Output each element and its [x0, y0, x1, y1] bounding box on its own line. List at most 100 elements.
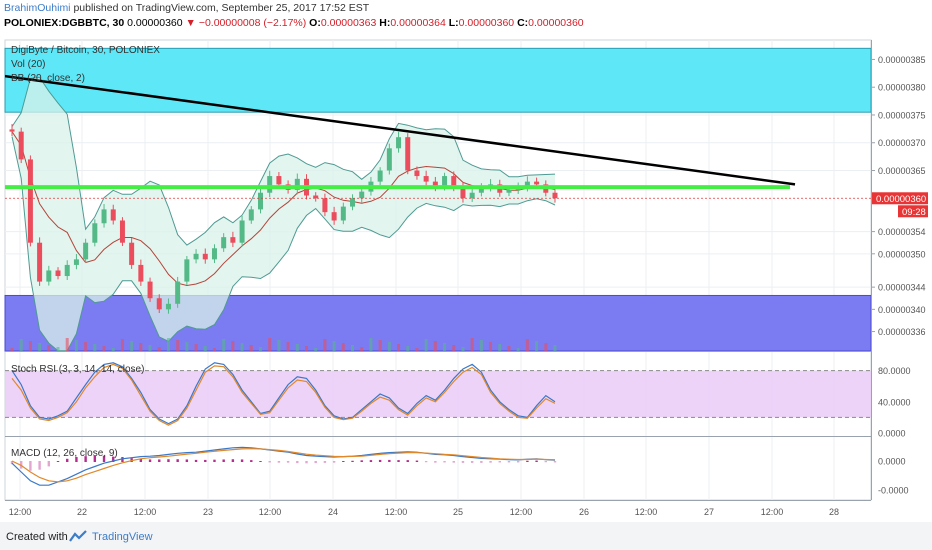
- macd-tick-label: 0.0000: [878, 457, 906, 467]
- candle-body: [239, 220, 245, 243]
- macd-histogram-bar: [139, 458, 143, 462]
- volume-bar: [65, 338, 69, 351]
- price-axis[interactable]: 0.00000385 0.00000380 0.00000375 0.00000370…: [871, 40, 926, 500]
- price-tick-label: 0.00000370: [878, 138, 926, 148]
- candle-body: [202, 253, 208, 260]
- volume-bar: [489, 342, 493, 351]
- volume-bar: [120, 339, 124, 351]
- volume-bar: [461, 347, 465, 351]
- macd-histogram-bar: [323, 461, 327, 463]
- volume-bar: [516, 348, 520, 351]
- volume-bar: [74, 340, 78, 351]
- stoch-rsi-legend[interactable]: Stoch RSI (3, 3, 14, 14, close): [11, 364, 144, 375]
- volume-bar: [535, 341, 539, 351]
- candle-body: [506, 189, 512, 193]
- time-tick-label: 12:00: [635, 507, 658, 517]
- candle-body: [165, 303, 171, 310]
- volume-bar: [397, 344, 401, 351]
- macd-histogram-bar: [470, 461, 474, 463]
- time-tick-label: 24: [328, 507, 338, 517]
- candle-body: [432, 181, 438, 188]
- time-tick-label: 12:00: [761, 507, 784, 517]
- candle-body: [460, 187, 466, 199]
- candle-body: [156, 298, 162, 310]
- macd-histogram-bar: [443, 461, 446, 463]
- macd-histogram-bar: [305, 461, 308, 464]
- time-tick-label: 12:00: [385, 507, 408, 517]
- time-tick-label: 26: [579, 507, 589, 517]
- candle-body: [377, 170, 383, 182]
- last-price: 0.00000360: [127, 17, 183, 29]
- chart-legend-title[interactable]: DigiByte / Bitcoin, 30, POLONIEX: [11, 45, 160, 56]
- macd-histogram-bar: [360, 460, 363, 462]
- macd-histogram-bar: [84, 456, 87, 462]
- stoch-rsi-d-line: [11, 363, 556, 426]
- stoch-rsi-k-line: [11, 362, 556, 425]
- stoch-rsi-axis[interactable]: 80.0000 40.0000 0.0000: [878, 366, 911, 438]
- bollinger-basis: [11, 131, 556, 287]
- candle-body: [147, 281, 153, 299]
- volume-legend[interactable]: Vol (20): [11, 59, 45, 70]
- macd-histogram-bar: [148, 459, 152, 462]
- time-tick-label: 28: [829, 507, 839, 517]
- candle-body: [18, 131, 24, 160]
- candle-body: [340, 206, 346, 221]
- candle-body: [211, 248, 217, 260]
- candle-body: [230, 237, 236, 243]
- macd-histogram-bar: [369, 460, 373, 462]
- macd-tick-label: -0.0000: [878, 486, 909, 496]
- macd-histogram-bar: [544, 461, 547, 463]
- bollinger-legend[interactable]: BB (20, close, 2): [11, 73, 85, 84]
- volume-bar: [443, 343, 447, 351]
- volume-bar: [130, 341, 134, 351]
- candle-body: [175, 281, 181, 304]
- macd-axis[interactable]: 0.0000 -0.0000: [878, 457, 909, 496]
- chart-canvas[interactable]: 0.00000385 0.00000380 0.00000375 0.00000370…: [0, 0, 932, 522]
- volume-bar: [406, 346, 410, 351]
- volume-bar: [38, 343, 42, 351]
- time-axis[interactable]: 12:00 22 12:00 23 12:00 24 12:00 25 12:00 26 12:00…: [5, 500, 871, 518]
- volume-bar: [240, 343, 244, 351]
- trend-line[interactable]: [5, 74, 796, 186]
- volume-bar: [323, 339, 327, 351]
- volume-bar: [470, 338, 474, 351]
- low-label: L:: [448, 17, 459, 29]
- time-tick-label: 12:00: [259, 507, 282, 517]
- tradingview-logo-icon: [69, 530, 87, 542]
- macd-histogram-bar: [507, 461, 511, 463]
- candle-body: [331, 212, 337, 221]
- macd-histogram-bar: [47, 461, 51, 467]
- publish-info: published on TradingView.com, September …: [73, 2, 370, 14]
- macd-histogram-bar: [424, 461, 428, 463]
- macd-histogram-bar: [332, 461, 336, 463]
- macd-histogram-bar: [461, 461, 465, 463]
- volume-bar: [369, 338, 373, 351]
- footer: Created with TradingView: [0, 522, 932, 550]
- candle-body: [276, 176, 282, 185]
- macd-histogram-bar: [268, 461, 271, 463]
- candle-body: [64, 264, 70, 277]
- volume-bar: [314, 348, 318, 351]
- candle-body: [138, 264, 144, 282]
- candles: [9, 124, 558, 314]
- macd-histogram-bar: [286, 461, 290, 463]
- volume-bar: [84, 342, 88, 351]
- macd-histogram-bar: [167, 459, 170, 462]
- macd-histogram-bar: [296, 461, 299, 464]
- last-price-badge-value: 0.00000360: [876, 194, 926, 205]
- volume-bar: [249, 345, 253, 351]
- volume-bar: [212, 348, 216, 351]
- macd-histogram-bar: [158, 459, 161, 462]
- candle-body: [119, 220, 125, 243]
- footer-brand[interactable]: TradingView: [92, 531, 153, 543]
- open-label: O:: [309, 17, 321, 29]
- candle-body: [257, 192, 263, 210]
- candle-body: [294, 178, 300, 190]
- macd-legend[interactable]: MACD (12, 26, close, 9): [11, 448, 118, 459]
- macd-line: [11, 446, 556, 486]
- volume-bar: [544, 343, 548, 351]
- volume-bar: [10, 348, 14, 351]
- volume-bar: [525, 339, 529, 351]
- author-name[interactable]: BrahimOuhimi: [4, 2, 71, 14]
- volume-bar: [341, 343, 345, 351]
